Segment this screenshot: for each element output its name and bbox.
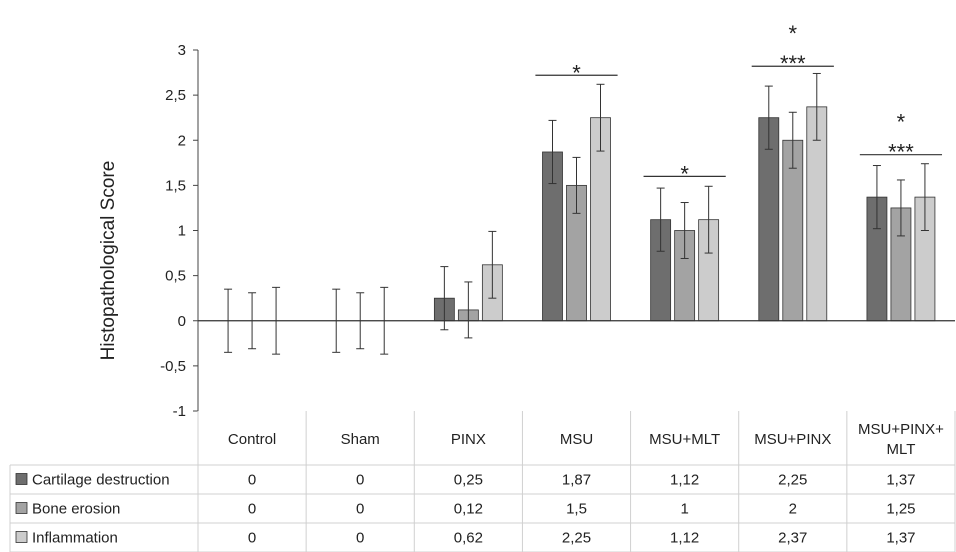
y-tick-label: 3 xyxy=(178,42,186,59)
significance-marker: *** xyxy=(780,51,806,76)
data-label: 1,12 xyxy=(670,530,699,547)
legend-entry: Cartilage destruction xyxy=(32,472,170,489)
y-tick-label: -1 xyxy=(173,403,186,420)
y-tick-label: 2,5 xyxy=(165,87,186,104)
data-label: 2 xyxy=(789,501,797,518)
x-category-label: MSU+PINX+ xyxy=(858,421,944,438)
data-label: 0 xyxy=(356,501,364,518)
x-category-label: Control xyxy=(228,431,276,448)
significance-marker: * xyxy=(789,21,798,46)
legend-swatch xyxy=(15,531,28,543)
data-label: 2,37 xyxy=(778,530,807,547)
data-label: 0 xyxy=(248,530,256,547)
y-tick-label: -0,5 xyxy=(160,358,186,375)
y-tick-label: 0 xyxy=(178,313,186,330)
x-category-label: PINX xyxy=(451,431,486,448)
y-tick-label: 0,5 xyxy=(165,268,186,285)
significance-marker: *** xyxy=(888,140,914,165)
legend-swatch xyxy=(15,502,28,514)
x-category-label: MSU+PINX xyxy=(754,431,831,448)
data-label: 1,5 xyxy=(566,501,587,518)
y-tick-label: 1 xyxy=(178,223,186,240)
data-label: 1,37 xyxy=(886,530,915,547)
error-bars-layer xyxy=(224,72,929,355)
data-label: 1,12 xyxy=(670,472,699,489)
data-label: 0 xyxy=(356,472,364,489)
legend-swatch xyxy=(15,473,28,485)
x-category-label: MSU+MLT xyxy=(649,431,720,448)
data-label: 1 xyxy=(680,501,688,518)
axes-layer: -1 -0,5 0 0,5 1 1,5 2 2,5 3 Histopathological Sco… xyxy=(98,42,955,420)
data-label: 0,62 xyxy=(454,530,483,547)
data-label: 0,25 xyxy=(454,472,483,489)
data-label: 0 xyxy=(356,530,364,547)
legend-entry: Bone erosion xyxy=(32,501,120,518)
bars-layer xyxy=(433,106,936,322)
data-label: 2,25 xyxy=(778,472,807,489)
y-tick-label: 1,5 xyxy=(165,177,186,194)
data-label: 0 xyxy=(248,472,256,489)
x-category-label: MSU xyxy=(560,431,593,448)
significance-marker: * xyxy=(572,60,581,85)
data-label: 1,87 xyxy=(562,472,591,489)
data-label: 0,12 xyxy=(454,501,483,518)
x-category-label: MLT xyxy=(886,441,915,458)
annotations-layer: ********** xyxy=(535,21,943,186)
significance-marker: * xyxy=(897,110,906,135)
y-tick-label: 2 xyxy=(178,132,186,149)
data-label: 1,25 xyxy=(886,501,915,518)
data-table: Control Sham PINX MSU MSU+MLT MSU+PINX MSU+PIN… xyxy=(9,411,956,552)
legend-entry: Inflammation xyxy=(32,530,118,547)
data-label: 0 xyxy=(248,501,256,518)
significance-marker: * xyxy=(680,161,689,186)
y-axis-label: Histopathological Score xyxy=(98,161,119,361)
data-label: 2,25 xyxy=(562,530,591,547)
x-category-label: Sham xyxy=(341,431,380,448)
data-label: 1,37 xyxy=(886,472,915,489)
